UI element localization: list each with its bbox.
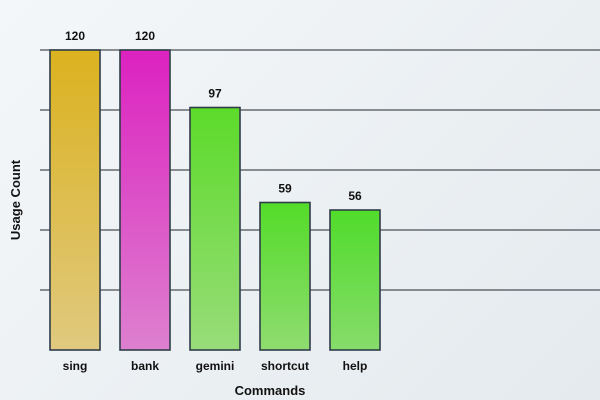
category-labels: sing bank gemini shortcut help: [63, 359, 368, 373]
bar-shortcut: [259, 201, 311, 351]
value-label-gemini: 97: [208, 87, 222, 101]
category-label-bank: bank: [131, 359, 159, 373]
category-label-help: help: [343, 359, 368, 373]
bars: [49, 49, 381, 351]
bar-help: [329, 209, 381, 351]
category-label-sing: sing: [63, 359, 88, 373]
value-labels: 120 120 97 59 56: [65, 29, 362, 203]
category-label-shortcut: shortcut: [261, 359, 309, 373]
value-label-shortcut: 59: [278, 182, 292, 196]
bar-sing: [49, 49, 101, 351]
x-axis-title: Commands: [235, 383, 306, 398]
bar-bank: [119, 49, 171, 351]
y-axis-title: Usage Count: [8, 159, 23, 240]
bar-gemini: [189, 106, 241, 351]
category-label-gemini: gemini: [196, 359, 235, 373]
value-label-help: 56: [348, 189, 362, 203]
value-label-sing: 120: [65, 29, 85, 43]
value-label-bank: 120: [135, 29, 155, 43]
